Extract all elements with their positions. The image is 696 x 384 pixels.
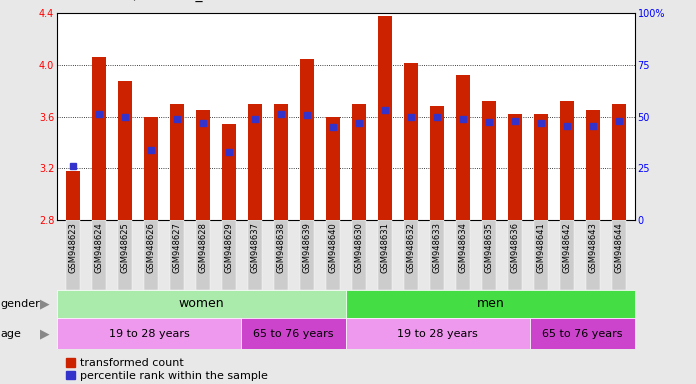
Bar bbox=[92, 57, 106, 220]
Bar bbox=[482, 101, 496, 220]
Bar bbox=[65, 171, 80, 220]
Bar bbox=[57, 318, 241, 349]
Text: GSM948638: GSM948638 bbox=[276, 222, 285, 273]
Bar bbox=[248, 220, 262, 290]
Bar bbox=[196, 220, 210, 290]
Bar bbox=[430, 220, 444, 290]
Bar bbox=[300, 59, 314, 220]
Bar bbox=[300, 220, 314, 290]
Bar bbox=[534, 220, 548, 290]
Text: GSM948632: GSM948632 bbox=[406, 222, 416, 273]
Text: GSM948631: GSM948631 bbox=[381, 222, 390, 273]
Text: 65 to 76 years: 65 to 76 years bbox=[542, 328, 622, 339]
Text: 65 to 76 years: 65 to 76 years bbox=[253, 328, 333, 339]
Bar bbox=[326, 117, 340, 220]
Text: GDS4858 / 222293_at: GDS4858 / 222293_at bbox=[64, 0, 216, 2]
Text: GSM948626: GSM948626 bbox=[146, 222, 155, 273]
Bar bbox=[196, 110, 210, 220]
Text: GSM948641: GSM948641 bbox=[537, 222, 546, 273]
Bar bbox=[57, 290, 346, 318]
Text: GSM948624: GSM948624 bbox=[94, 222, 103, 273]
Bar bbox=[530, 318, 635, 349]
Text: GSM948633: GSM948633 bbox=[432, 222, 441, 273]
Bar bbox=[143, 117, 158, 220]
Bar bbox=[143, 220, 158, 290]
Bar bbox=[612, 220, 626, 290]
Text: GSM948629: GSM948629 bbox=[224, 222, 233, 273]
Text: GSM948630: GSM948630 bbox=[354, 222, 363, 273]
Bar bbox=[346, 318, 530, 349]
Text: GSM948635: GSM948635 bbox=[484, 222, 493, 273]
Text: ▶: ▶ bbox=[40, 297, 50, 310]
Text: ▶: ▶ bbox=[40, 327, 50, 340]
Text: women: women bbox=[179, 297, 224, 310]
Bar bbox=[241, 318, 346, 349]
Text: gender: gender bbox=[1, 299, 40, 309]
Text: GSM948627: GSM948627 bbox=[173, 222, 181, 273]
Text: GSM948625: GSM948625 bbox=[120, 222, 129, 273]
Text: 19 to 28 years: 19 to 28 years bbox=[397, 328, 478, 339]
Bar bbox=[534, 114, 548, 220]
Bar bbox=[560, 220, 574, 290]
Bar bbox=[456, 75, 470, 220]
Text: GSM948639: GSM948639 bbox=[302, 222, 311, 273]
Bar bbox=[248, 104, 262, 220]
Text: GSM948644: GSM948644 bbox=[615, 222, 624, 273]
Bar bbox=[346, 290, 635, 318]
Bar bbox=[612, 104, 626, 220]
Text: GSM948643: GSM948643 bbox=[589, 222, 598, 273]
Bar bbox=[274, 104, 288, 220]
Text: men: men bbox=[477, 297, 504, 310]
Bar bbox=[170, 104, 184, 220]
Text: GSM948637: GSM948637 bbox=[251, 222, 260, 273]
Bar bbox=[221, 220, 236, 290]
Bar bbox=[378, 220, 392, 290]
Bar bbox=[404, 63, 418, 220]
Bar bbox=[221, 124, 236, 220]
Bar bbox=[586, 220, 600, 290]
Bar bbox=[482, 220, 496, 290]
Bar bbox=[508, 220, 522, 290]
Text: GSM948623: GSM948623 bbox=[68, 222, 77, 273]
Text: age: age bbox=[1, 328, 22, 339]
Legend: transformed count, percentile rank within the sample: transformed count, percentile rank withi… bbox=[63, 355, 271, 384]
Bar bbox=[560, 101, 574, 220]
Bar bbox=[456, 220, 470, 290]
Bar bbox=[92, 220, 106, 290]
Bar bbox=[404, 220, 418, 290]
Text: GSM948640: GSM948640 bbox=[329, 222, 338, 273]
Text: GSM948636: GSM948636 bbox=[511, 222, 519, 273]
Bar bbox=[274, 220, 288, 290]
Bar bbox=[118, 220, 132, 290]
Bar bbox=[378, 16, 392, 220]
Bar bbox=[170, 220, 184, 290]
Text: GSM948634: GSM948634 bbox=[459, 222, 468, 273]
Text: GSM948642: GSM948642 bbox=[562, 222, 571, 273]
Text: 19 to 28 years: 19 to 28 years bbox=[109, 328, 189, 339]
Bar bbox=[351, 220, 366, 290]
Bar bbox=[430, 106, 444, 220]
Bar bbox=[351, 104, 366, 220]
Bar bbox=[65, 220, 80, 290]
Bar bbox=[508, 114, 522, 220]
Bar bbox=[586, 110, 600, 220]
Bar bbox=[118, 81, 132, 220]
Bar bbox=[326, 220, 340, 290]
Text: GSM948628: GSM948628 bbox=[198, 222, 207, 273]
